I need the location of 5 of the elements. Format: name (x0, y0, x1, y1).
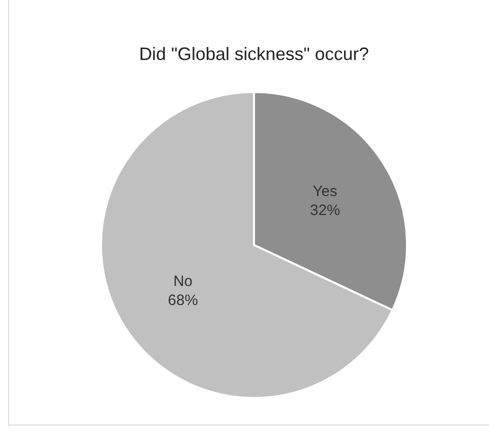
data-label: 68% (168, 292, 198, 310)
chart-title: Did "Global sickness" occur? (139, 44, 369, 64)
data-label: 32% (310, 202, 340, 219)
slice-label: Yes (312, 182, 338, 200)
slice-label: No (173, 273, 193, 290)
